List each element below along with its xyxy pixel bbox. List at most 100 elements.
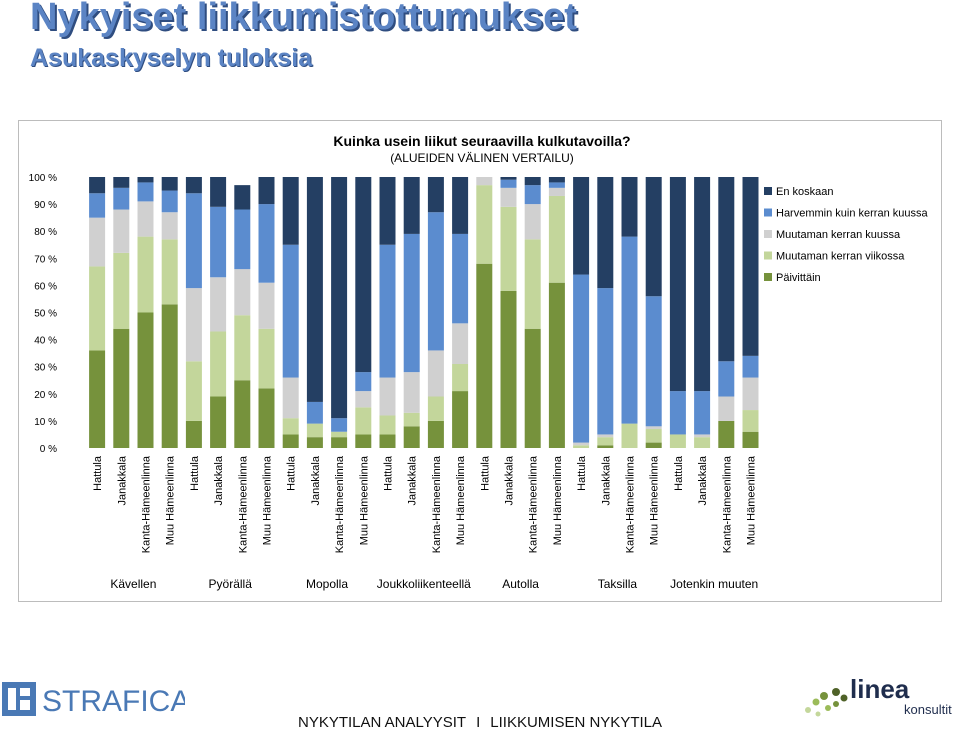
bar-segment <box>500 206 517 291</box>
x-tick-label: Kanta-Hämeenlinna <box>237 455 249 553</box>
bar-segment <box>742 177 759 356</box>
bar-segment <box>718 396 735 421</box>
x-tick-label: Hattula <box>92 455 104 491</box>
bar-segment <box>669 177 686 392</box>
bar-segment <box>669 434 686 448</box>
bar-segment <box>379 415 396 435</box>
y-tick-label: 0 % <box>40 444 57 455</box>
strafica-logo-stripe <box>20 688 30 696</box>
group-label: Jotenkin muuten <box>670 577 758 591</box>
y-tick-label: 20 % <box>34 390 57 401</box>
bar-segment <box>694 437 711 448</box>
bar-segment <box>210 277 227 332</box>
bar-segment <box>379 434 396 448</box>
bar-segment <box>161 239 178 305</box>
bar-segment <box>331 177 348 419</box>
x-tick-label: Hattula <box>383 455 395 491</box>
x-tick-label: Kanta-Hämeenlinna <box>528 455 540 553</box>
legend-swatch <box>764 251 772 260</box>
bar-segment <box>427 420 444 448</box>
bar-segment <box>113 187 130 210</box>
bar-segment <box>258 177 275 205</box>
bar-segment <box>548 187 565 196</box>
bar-segment <box>282 418 299 435</box>
bar-segment <box>306 423 323 438</box>
legend-label: En koskaan <box>776 186 833 198</box>
x-tick-label: Janakkala <box>600 455 612 505</box>
bar-segment <box>621 177 638 237</box>
bar-segment <box>89 177 106 194</box>
bar-segment <box>379 244 396 378</box>
konsultit-logo-text: konsultit <box>904 702 952 717</box>
bar-segment <box>718 420 735 448</box>
bar-segment <box>427 212 444 351</box>
bar-segment <box>258 282 275 329</box>
bar-segment <box>597 445 614 448</box>
legend-swatch <box>764 208 772 217</box>
bar-segment <box>258 328 275 389</box>
legend-label: Harvemmin kuin kerran kuussa <box>776 208 928 220</box>
bar-segment <box>718 177 735 362</box>
legend-label: Muutaman kerran viikossa <box>776 251 905 263</box>
y-tick-label: 10 % <box>34 417 57 428</box>
bar-segment <box>573 177 590 275</box>
bar-segment <box>597 177 614 289</box>
footer-left: NYKYTILAN ANALYYSIT <box>297 714 467 731</box>
legend-label: Muutaman kerran kuussa <box>776 229 901 241</box>
page-subtitle: Asukaskyselyn tuloksia <box>30 44 313 72</box>
bar-segment <box>161 177 178 191</box>
bar-segment <box>742 410 759 432</box>
group-label: Mopolla <box>306 577 348 591</box>
y-tick-label: 40 % <box>34 336 57 347</box>
x-tick-label: Hattula <box>576 455 588 491</box>
bar-segment <box>282 244 299 378</box>
x-tick-label: Muu Hämeenlinna <box>262 455 274 545</box>
bar-segment <box>427 396 444 421</box>
bar-segment <box>742 355 759 378</box>
bar-segment <box>89 350 106 448</box>
x-tick-label: Muu Hämeenlinna <box>649 455 661 545</box>
bar-segment <box>234 185 251 210</box>
bar-segment <box>137 312 154 448</box>
bar-segment <box>379 177 396 245</box>
y-axis: 0 % 10 % 20 % 30 % 40 % 50 % 60 % 70 % 80 % 90 % 1… <box>29 173 57 455</box>
y-tick-label: 70 % <box>34 254 57 265</box>
bar-segment <box>282 377 299 419</box>
bar-segment <box>500 177 517 180</box>
y-tick-label: 100 % <box>29 173 57 184</box>
bar-segment <box>645 442 662 448</box>
x-tick-label: Muu Hämeenlinna <box>552 455 564 545</box>
bar-segment <box>403 177 420 234</box>
bar-segment <box>403 412 420 427</box>
bar-segment <box>89 217 106 267</box>
legend-swatch <box>764 230 772 238</box>
bar-segment <box>548 282 565 448</box>
bar-segment <box>185 193 202 289</box>
bar-segment <box>234 269 251 316</box>
x-tick-label: Janakkala <box>116 455 128 505</box>
bar-segment <box>379 377 396 416</box>
bar-segment <box>524 204 541 240</box>
bar-segment <box>548 195 565 283</box>
bars <box>89 177 759 448</box>
footer: NYKYTILAN ANALYYSIT I LIIKKUMISEN NYKYTILA <box>0 714 960 731</box>
x-tick-label: Hattula <box>286 455 298 491</box>
bar-segment <box>234 209 251 270</box>
bar-segment <box>282 434 299 448</box>
strafica-logo-mark <box>2 682 36 716</box>
x-tick-label: Janakkala <box>213 455 225 505</box>
bar-segment <box>645 429 662 443</box>
bar-segment <box>355 434 372 448</box>
linea-logo: linea konsultit <box>805 674 952 717</box>
x-tick-label: Kanta-Hämeenlinna <box>625 455 637 553</box>
bar-segment <box>210 331 227 397</box>
x-tick-label: Muu Hämeenlinna <box>165 455 177 545</box>
legend-label: Päivittäin <box>776 272 821 284</box>
bar-segment <box>331 437 348 448</box>
x-tick-label: Kanta-Hämeenlinna <box>431 455 443 553</box>
x-axis-labels: Hattula Janakkala Kanta-Hämeenlinna Muu Häm… <box>92 455 757 553</box>
bar-segment <box>282 177 299 245</box>
bar-segment <box>210 206 227 278</box>
bar-segment <box>500 179 517 188</box>
bar-segment <box>185 420 202 448</box>
